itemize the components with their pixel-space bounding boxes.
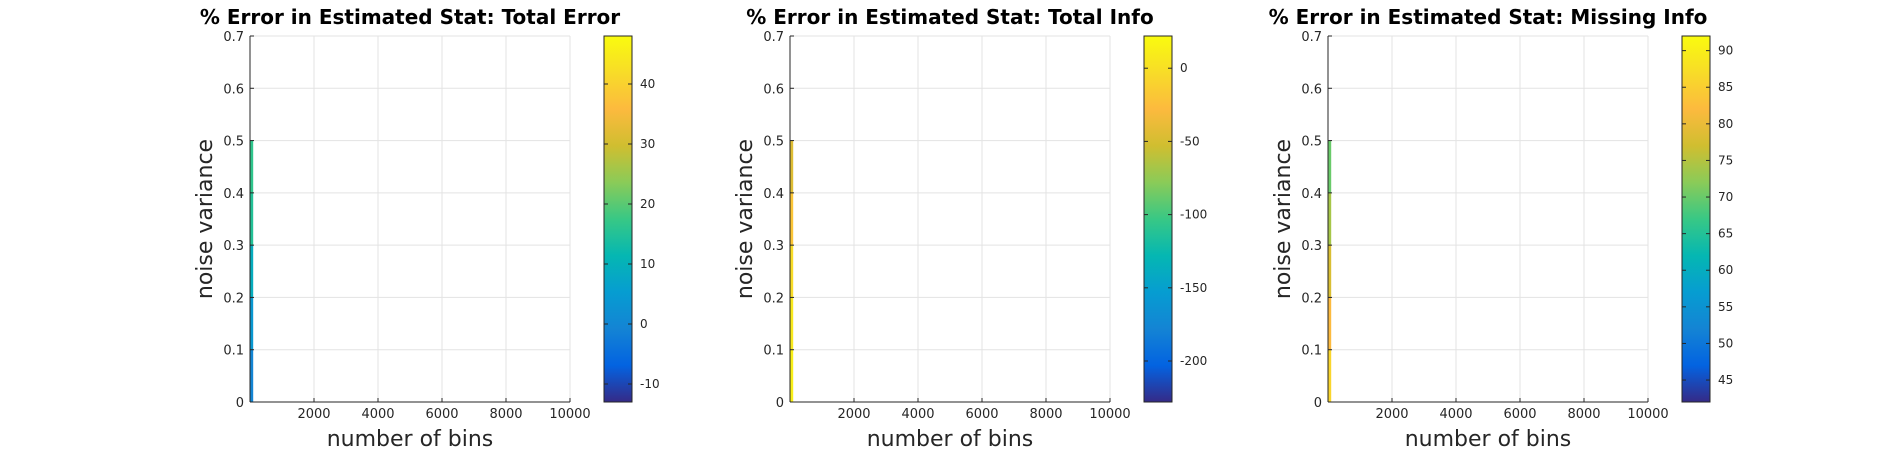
x-tick-label: 8000 [1567, 407, 1600, 422]
heatmap-cell [250, 192, 254, 246]
colorbar-tick-label: 90 [1718, 44, 1733, 58]
y-axis-label: noise variance [193, 139, 218, 299]
colorbar-tick-label: 0 [1180, 61, 1188, 75]
heatmap-cell [790, 349, 794, 402]
colorbar-tick-label: 65 [1718, 227, 1733, 241]
colorbar-tick-label: 55 [1718, 300, 1733, 314]
y-tick-label: 0.3 [223, 239, 244, 254]
x-tick-label: 4000 [901, 407, 934, 422]
colorbar-tick-label: 45 [1718, 373, 1733, 387]
y-tick-label: 0.3 [1301, 239, 1322, 254]
panel-3: 2000 4000 6000 8000 10000 0 0.1 0.2 0.3 0.4 0.5 0.6… [1269, 5, 1734, 450]
colorbar [1143, 35, 1173, 403]
x-tick-label: 2000 [297, 407, 330, 422]
x-tick-label: 8000 [1029, 407, 1062, 422]
y-axis-label: noise variance [733, 139, 758, 299]
x-tick-label: 6000 [965, 407, 998, 422]
heatmap-cell [1328, 297, 1332, 350]
heatmap-cell [790, 245, 794, 298]
colorbar-tick-label: 60 [1718, 263, 1733, 277]
x-tick-label: 6000 [425, 407, 458, 422]
colorbar-tick-label: -200 [1180, 354, 1207, 368]
y-tick-label: 0 [776, 396, 784, 411]
colorbar-tick-label: 20 [640, 197, 655, 211]
colorbar-tick-label: 0 [640, 317, 648, 331]
heatmap-cell [1328, 192, 1332, 246]
colorbar-tick-label: 70 [1718, 190, 1733, 204]
heatmap-cell [790, 297, 794, 350]
y-tick-label: 0.7 [763, 30, 784, 45]
y-axis-label: noise variance [1271, 139, 1296, 299]
x-axis-label: number of bins [1405, 427, 1572, 450]
x-tick-label: 6000 [1503, 407, 1536, 422]
x-tick-label: 10000 [1627, 407, 1668, 422]
y-tick-label: 0.2 [763, 291, 784, 306]
y-tick-label: 0.6 [1301, 82, 1322, 97]
y-tick-label: 0.4 [223, 187, 244, 202]
y-tick-label: 0.5 [763, 135, 784, 150]
heatmap-cell [790, 192, 794, 246]
colorbar-tick-label: 75 [1718, 153, 1733, 167]
y-tick-label: 0.5 [1301, 135, 1322, 150]
y-tick-label: 0.1 [223, 344, 244, 359]
y-tick-label: 0.6 [763, 82, 784, 97]
y-tick-label: 0.2 [223, 291, 244, 306]
y-tick-label: 0 [236, 396, 244, 411]
x-tick-label: 10000 [549, 407, 590, 422]
heatmap-cell [790, 140, 794, 193]
colorbar-tick-label: 80 [1718, 117, 1733, 131]
colorbar-tick-label: -50 [1180, 134, 1200, 148]
heatmap-cell [250, 245, 254, 298]
heatmap-cell [250, 349, 254, 402]
heatmap-cell [1328, 140, 1332, 193]
heatmap-cell [1328, 349, 1332, 402]
y-tick-label: 0 [1314, 396, 1322, 411]
colorbar-tick-label: 10 [640, 257, 655, 271]
y-tick-label: 0.6 [223, 82, 244, 97]
plot-area [1328, 36, 1648, 402]
chart-title: % Error in Estimated Stat: Missing Info [1269, 5, 1708, 29]
x-axis-label: number of bins [327, 427, 494, 450]
panel-1: 2000 4000 6000 8000 10000 0 0.1 0.2 0.3 0.4 0.5 0.6… [193, 5, 660, 450]
x-tick-label: 4000 [1439, 407, 1472, 422]
heatmap-cell [1328, 245, 1332, 298]
y-tick-label: 0.4 [1301, 187, 1322, 202]
x-tick-label: 2000 [1375, 407, 1408, 422]
panel-2: 2000 4000 6000 8000 10000 0 0.1 0.2 0.3 0.4 0.5 0.6… [733, 5, 1207, 450]
x-tick-label: 8000 [489, 407, 522, 422]
colorbar-tick-label: 50 [1718, 336, 1733, 350]
x-tick-label: 2000 [837, 407, 870, 422]
colorbar-tick-label: -150 [1180, 281, 1207, 295]
y-tick-label: 0.3 [763, 239, 784, 254]
heatmap-cell [250, 297, 254, 350]
colorbar [1681, 35, 1711, 403]
chart-title: % Error in Estimated Stat: Total Info [746, 5, 1153, 29]
y-tick-label: 0.2 [1301, 291, 1322, 306]
plot-area [250, 36, 570, 402]
y-tick-label: 0.1 [763, 344, 784, 359]
y-tick-label: 0.1 [1301, 344, 1322, 359]
x-tick-label: 4000 [361, 407, 394, 422]
y-tick-label: 0.7 [1301, 30, 1322, 45]
y-tick-label: 0.4 [763, 187, 784, 202]
x-axis-label: number of bins [867, 427, 1034, 450]
x-tick-label: 10000 [1089, 407, 1130, 422]
heatmap-cell [250, 140, 254, 193]
plot-area [790, 36, 1110, 402]
chart-title: % Error in Estimated Stat: Total Error [200, 5, 620, 29]
colorbar-tick-label: -100 [1180, 208, 1207, 222]
colorbar-tick-label: 40 [640, 77, 655, 91]
y-tick-label: 0.7 [223, 30, 244, 45]
colorbar-tick-label: -10 [640, 377, 660, 391]
colorbar-tick-label: 30 [640, 137, 655, 151]
colorbar [603, 35, 633, 403]
y-tick-label: 0.5 [223, 135, 244, 150]
colorbar-tick-label: 85 [1718, 80, 1733, 94]
